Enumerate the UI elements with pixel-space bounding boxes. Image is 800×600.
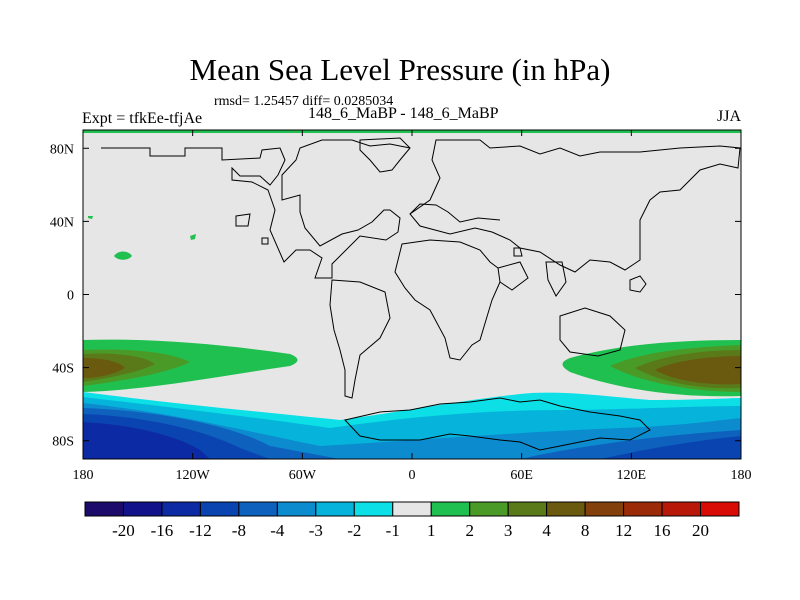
colorbar-label: -16 — [151, 521, 174, 540]
contour-fill-plus1-small — [190, 234, 196, 240]
island-outline-4 — [629, 275, 647, 293]
lon-tick-label: 120W — [176, 468, 211, 483]
island-outline-1 — [261, 237, 269, 245]
colorbar-label: 1 — [427, 521, 436, 540]
colorbar-swatch — [700, 501, 740, 517]
eurasia-outline — [409, 139, 741, 273]
colorbar-label: 3 — [504, 521, 513, 540]
colorbar-swatch — [161, 501, 201, 517]
north-america-outline — [101, 139, 411, 279]
australia-outline — [559, 307, 626, 357]
island-outline-2 — [235, 213, 251, 227]
colorbar-swatch — [430, 501, 471, 517]
colorbar-swatch — [353, 501, 394, 517]
colorbar-swatch — [238, 501, 278, 517]
lon-tick-label: 180 — [73, 468, 94, 483]
lon-tick-label: 60E — [510, 468, 533, 483]
experiment-label: Expt = tfkEe-tfjAe — [82, 110, 203, 127]
lat-tick-label: 80N — [50, 142, 74, 157]
contour-fill-minus12 — [83, 422, 210, 459]
colorbar-label: -3 — [309, 521, 323, 540]
colorbar-label: -8 — [232, 521, 246, 540]
colorbar-label: 8 — [581, 521, 590, 540]
stats-text: rmsd= 1.25457 diff= 0.0285034 — [214, 94, 394, 109]
greenland-outline — [359, 137, 411, 173]
colorbar-label: 16 — [654, 521, 671, 540]
arabia-outline — [497, 261, 529, 291]
colorbar-label: 12 — [615, 521, 632, 540]
lat-tick-label: 40N — [50, 215, 74, 230]
colorbar-swatch — [507, 501, 548, 517]
india-outline — [545, 261, 567, 297]
colorbar-swatch — [315, 501, 355, 517]
lat-tick-label: 0 — [67, 289, 74, 304]
colorbar: -20 -16 -12 -8 -4 -3 -2 -1 1 2 3 4 8 12 16 20 — [84, 501, 740, 540]
continent-outlines — [101, 137, 741, 451]
map-fill-layer — [83, 130, 741, 459]
lon-tick-label: 0 — [409, 468, 416, 483]
lon-tick-label: 180 — [731, 468, 752, 483]
colorbar-swatch — [122, 501, 163, 517]
colorbar-swatch — [199, 501, 240, 517]
europe-outline — [409, 203, 501, 223]
lat-tick-label: 40S — [52, 362, 74, 377]
colorbar-label: 4 — [542, 521, 551, 540]
colorbar-label: 2 — [465, 521, 474, 540]
colorbar-swatch — [392, 501, 432, 517]
colorbar-label: -12 — [189, 521, 212, 540]
antarctica-outline — [344, 397, 651, 451]
contour-fill-plus4-east — [655, 356, 741, 385]
colorbar-swatch — [276, 501, 317, 517]
colorbar-label: -1 — [386, 521, 400, 540]
colorbar-swatch — [584, 501, 625, 517]
center-label: 148_6_MaBP - 148_6_MaBP — [308, 105, 499, 122]
colorbar-swatch — [469, 501, 509, 517]
axis-ticks: 80N 40N 0 40S 80S 180 120W 60W 0 60E 120E 180 — [50, 130, 752, 483]
colorbar-label: -2 — [347, 521, 361, 540]
colorbar-label: -20 — [112, 521, 135, 540]
chart-title: Mean Sea Level Pressure (in hPa) — [189, 52, 611, 87]
south-america-outline — [329, 279, 391, 399]
island-outline-3 — [513, 247, 523, 257]
colorbar-swatch — [84, 501, 124, 517]
africa-outline — [394, 239, 501, 361]
colorbar-swatch — [623, 501, 663, 517]
colorbar-swatch — [661, 501, 702, 517]
lon-tick-label: 60W — [289, 468, 317, 483]
colorbar-swatch — [546, 501, 586, 517]
lon-tick-label: 120E — [617, 468, 647, 483]
season-label: JJA — [716, 108, 741, 125]
contour-fill-minus8-east — [600, 436, 741, 459]
contour-fill-plus4-west — [83, 358, 125, 378]
colorbar-label: 20 — [692, 521, 709, 540]
colorbar-label: -4 — [270, 521, 285, 540]
contour-fill-plus1-pacific — [114, 251, 132, 260]
lat-tick-label: 80S — [52, 435, 74, 450]
contour-fill-plus1-edge — [88, 216, 93, 219]
